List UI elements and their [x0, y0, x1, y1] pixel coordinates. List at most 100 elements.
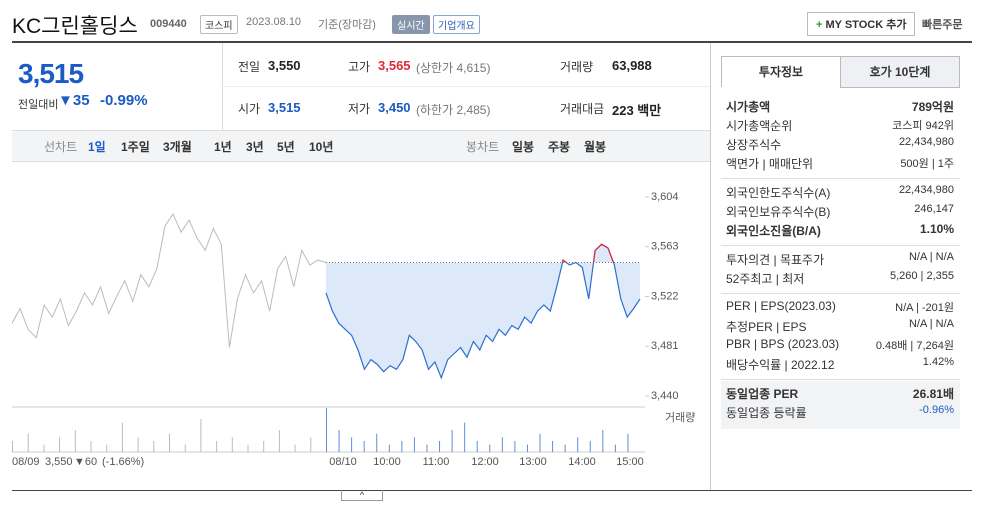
prev-date: 08/09	[12, 456, 40, 468]
tab-title: 선차트	[44, 140, 78, 154]
x-tick-label: 11:00	[423, 456, 450, 468]
section-rule	[721, 379, 960, 380]
volume-bar	[263, 441, 265, 452]
line-tab[interactable]: 5년	[277, 140, 295, 154]
volume-label: 거래량	[665, 411, 695, 424]
volume-bar	[564, 444, 566, 452]
volume-bar	[426, 444, 428, 452]
info-value: N/A | -201원	[895, 302, 954, 314]
info-value: 22,434,980	[898, 184, 954, 196]
info-value: N/A | N/A	[908, 251, 954, 263]
volume-bar	[627, 433, 629, 452]
info-label: PER | EPS(2023.03)	[726, 299, 836, 313]
info-label: 상장주식수	[726, 138, 782, 152]
line-tab[interactable]: 1년	[214, 140, 232, 154]
price: 3,515	[18, 58, 84, 89]
date: 2023.08.10	[246, 16, 302, 28]
summary-label: 고가	[348, 60, 371, 74]
prev-rate: (-1.66%)	[102, 456, 144, 468]
volume-bar	[247, 444, 249, 452]
volume-bar	[602, 430, 604, 452]
info-tab[interactable]: 투자정보	[721, 56, 841, 87]
volume-bar	[121, 422, 123, 452]
line-tab[interactable]: 1일	[88, 140, 106, 154]
volume-bar	[12, 441, 13, 452]
line-tab[interactable]: 3개월	[163, 140, 192, 154]
volume-bar	[614, 444, 616, 452]
volume-bar	[200, 419, 202, 452]
volume-bar	[577, 437, 579, 452]
candle-tab[interactable]: 주봉	[548, 140, 571, 154]
volume-bar	[439, 441, 441, 452]
collapse-button[interactable]: ^	[341, 490, 383, 501]
chart: 3,604 3,563 3,522 3,481 3,440 거래량 08/10 10:00 11…	[12, 191, 695, 468]
y-tick-label: 3,604	[651, 191, 679, 203]
bottom-rule	[12, 490, 972, 491]
quick-order[interactable]: 빠른주문	[922, 19, 963, 31]
volume-bar	[216, 441, 218, 452]
change-label: 전일대비	[18, 99, 59, 111]
section-rule	[721, 293, 960, 294]
y-tick-label: 3,522	[651, 290, 679, 302]
volume-bar	[589, 441, 591, 452]
info-label: 투자의견 | 목표주가	[726, 253, 825, 267]
section-rule	[721, 245, 960, 246]
summary-extra: (상한가 4,615)	[416, 61, 491, 75]
volume-bar	[514, 441, 516, 452]
info-label: 동일업종 등락률	[726, 406, 807, 420]
area-fill	[326, 244, 640, 378]
info-label: 시가총액순위	[726, 119, 793, 133]
summary-label: 거래대금	[560, 102, 605, 116]
mystock-button[interactable]: + MY STOCK 추가	[807, 12, 916, 36]
summary-rule	[223, 86, 710, 87]
x-tick-label: 10:00	[373, 456, 401, 468]
info-label: PBR | BPS (2023.03)	[726, 337, 840, 351]
volume-bar	[539, 433, 541, 452]
info-value: 789억원	[911, 100, 954, 114]
line-tab[interactable]: 3년	[246, 140, 264, 154]
stock-name: KC그린홀딩스	[12, 15, 138, 38]
prev-day-line	[12, 212, 327, 348]
panel-divider	[710, 43, 711, 490]
plus-icon: +	[816, 19, 826, 31]
info-label: 동일업종 PER	[726, 387, 799, 401]
stock-code: 009440	[150, 18, 187, 30]
summary-label: 저가	[348, 102, 371, 116]
y-tick-label: 3,563	[651, 241, 679, 253]
volume-bar	[464, 422, 466, 452]
realtime-tag[interactable]: 실시간	[392, 15, 430, 34]
candle-tab[interactable]: 월봉	[584, 140, 607, 154]
divider	[222, 43, 223, 130]
volume-bar	[310, 437, 312, 452]
summary-value: 63,988	[612, 58, 652, 73]
prev-close: 3,550	[45, 456, 73, 468]
line-tab[interactable]: 1주일	[121, 140, 150, 154]
summary-value: 3,450	[378, 100, 411, 115]
info-label: 배당수익률 | 2022.12	[726, 358, 835, 372]
info-value: 1.10%	[919, 222, 954, 236]
tab-bar	[12, 130, 710, 162]
info-label: 시가총액	[726, 100, 771, 114]
info-value: -0.96%	[919, 404, 954, 416]
summary-label: 전일	[238, 60, 261, 74]
section-rule	[721, 178, 960, 179]
line-tab[interactable]: 10년	[309, 140, 334, 154]
volume-bar	[351, 437, 353, 452]
info-value: 0.48배 | 7,264원	[875, 340, 954, 352]
summary-extra: (하한가 2,485)	[416, 103, 491, 117]
volume-bar	[106, 444, 108, 452]
summary-value: 3,550	[268, 58, 301, 73]
info-label: 외국인한도주식수(A)	[726, 186, 831, 200]
summary-label: 시가	[238, 102, 261, 116]
info-tab[interactable]: 호가 10단계	[840, 56, 960, 88]
volume-bar	[476, 441, 478, 452]
overview-button[interactable]: 기업개요	[433, 15, 480, 34]
info-value: 246,147	[914, 203, 954, 215]
candle-tab[interactable]: 일봉	[512, 140, 535, 154]
info-value: 1.42%	[922, 356, 954, 368]
price-line	[325, 243, 641, 380]
x-tick-label: 14:00	[568, 456, 596, 468]
info-label: 외국인보유주식수(B)	[726, 205, 831, 219]
y-tick-label: 3,481	[651, 340, 679, 352]
